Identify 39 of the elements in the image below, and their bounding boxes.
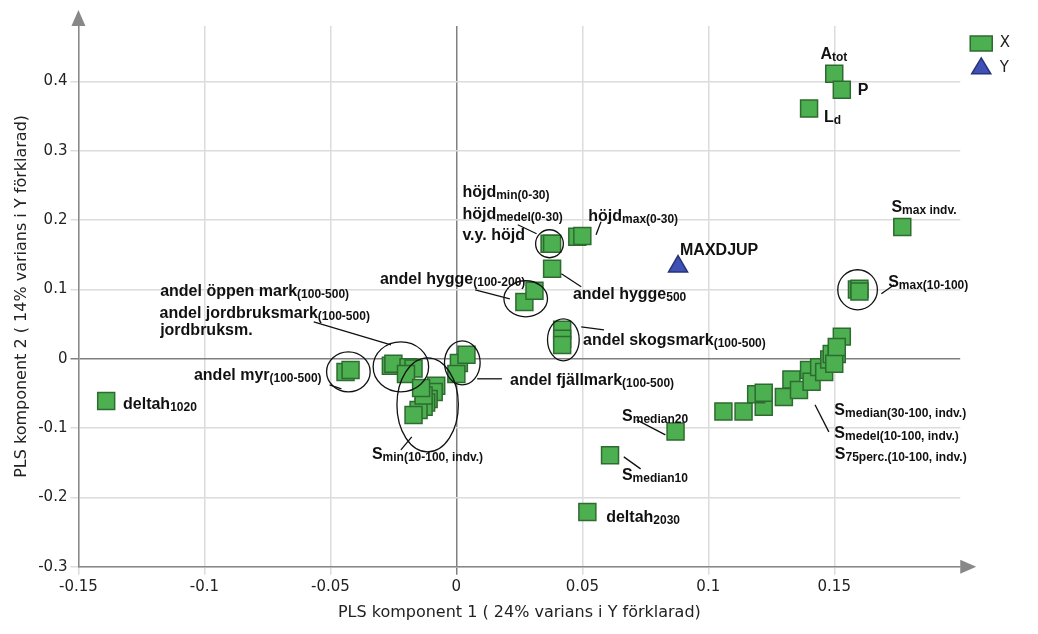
x-axis-title: PLS komponent 1 ( 24% varians i Y förklarad) [337, 601, 701, 621]
point [714, 402, 733, 421]
point [666, 422, 685, 441]
legend-label: Y [998, 58, 1010, 77]
y-tick-label: -0.1 [38, 418, 68, 437]
x-tick-label: 0.15 [817, 576, 851, 595]
y-tick-label: 0.1 [43, 279, 68, 298]
point [825, 354, 844, 373]
point [734, 402, 753, 421]
y-tick-label: 0 [57, 348, 68, 367]
y-tick-label: 0.4 [43, 71, 68, 90]
x-tick-label: -0.1 [189, 576, 220, 595]
x-tick-label: 0.1 [696, 576, 721, 595]
point [542, 259, 562, 278]
y-tick-label: -0.3 [38, 556, 68, 575]
point [799, 99, 819, 118]
point [827, 337, 847, 357]
point [404, 405, 423, 425]
point [600, 445, 620, 465]
annotation: P [857, 80, 869, 98]
point [578, 502, 597, 522]
y-tick-label: -0.2 [38, 487, 68, 506]
point [96, 391, 116, 411]
y-axis-title: PLS komponent 2 ( 14% varians i Y förklarad) [10, 114, 30, 478]
point [893, 217, 912, 237]
y-tick-label: 0.2 [43, 210, 68, 229]
annotation: MAXDJUP [680, 240, 759, 258]
x-tick-label: 0 [451, 576, 462, 595]
annotation: jordbruksm. [159, 320, 253, 338]
point [825, 64, 844, 84]
y-tick-label: 0.3 [43, 140, 68, 159]
annotation: v.y. höjd [462, 225, 525, 243]
x-tick-label: 0.05 [565, 576, 600, 595]
point [832, 80, 852, 100]
x-tick-label: -0.15 [59, 576, 98, 595]
point [573, 226, 592, 246]
x-tick-label: -0.05 [310, 576, 350, 595]
legend-label: X [999, 33, 1011, 52]
point [754, 383, 773, 403]
